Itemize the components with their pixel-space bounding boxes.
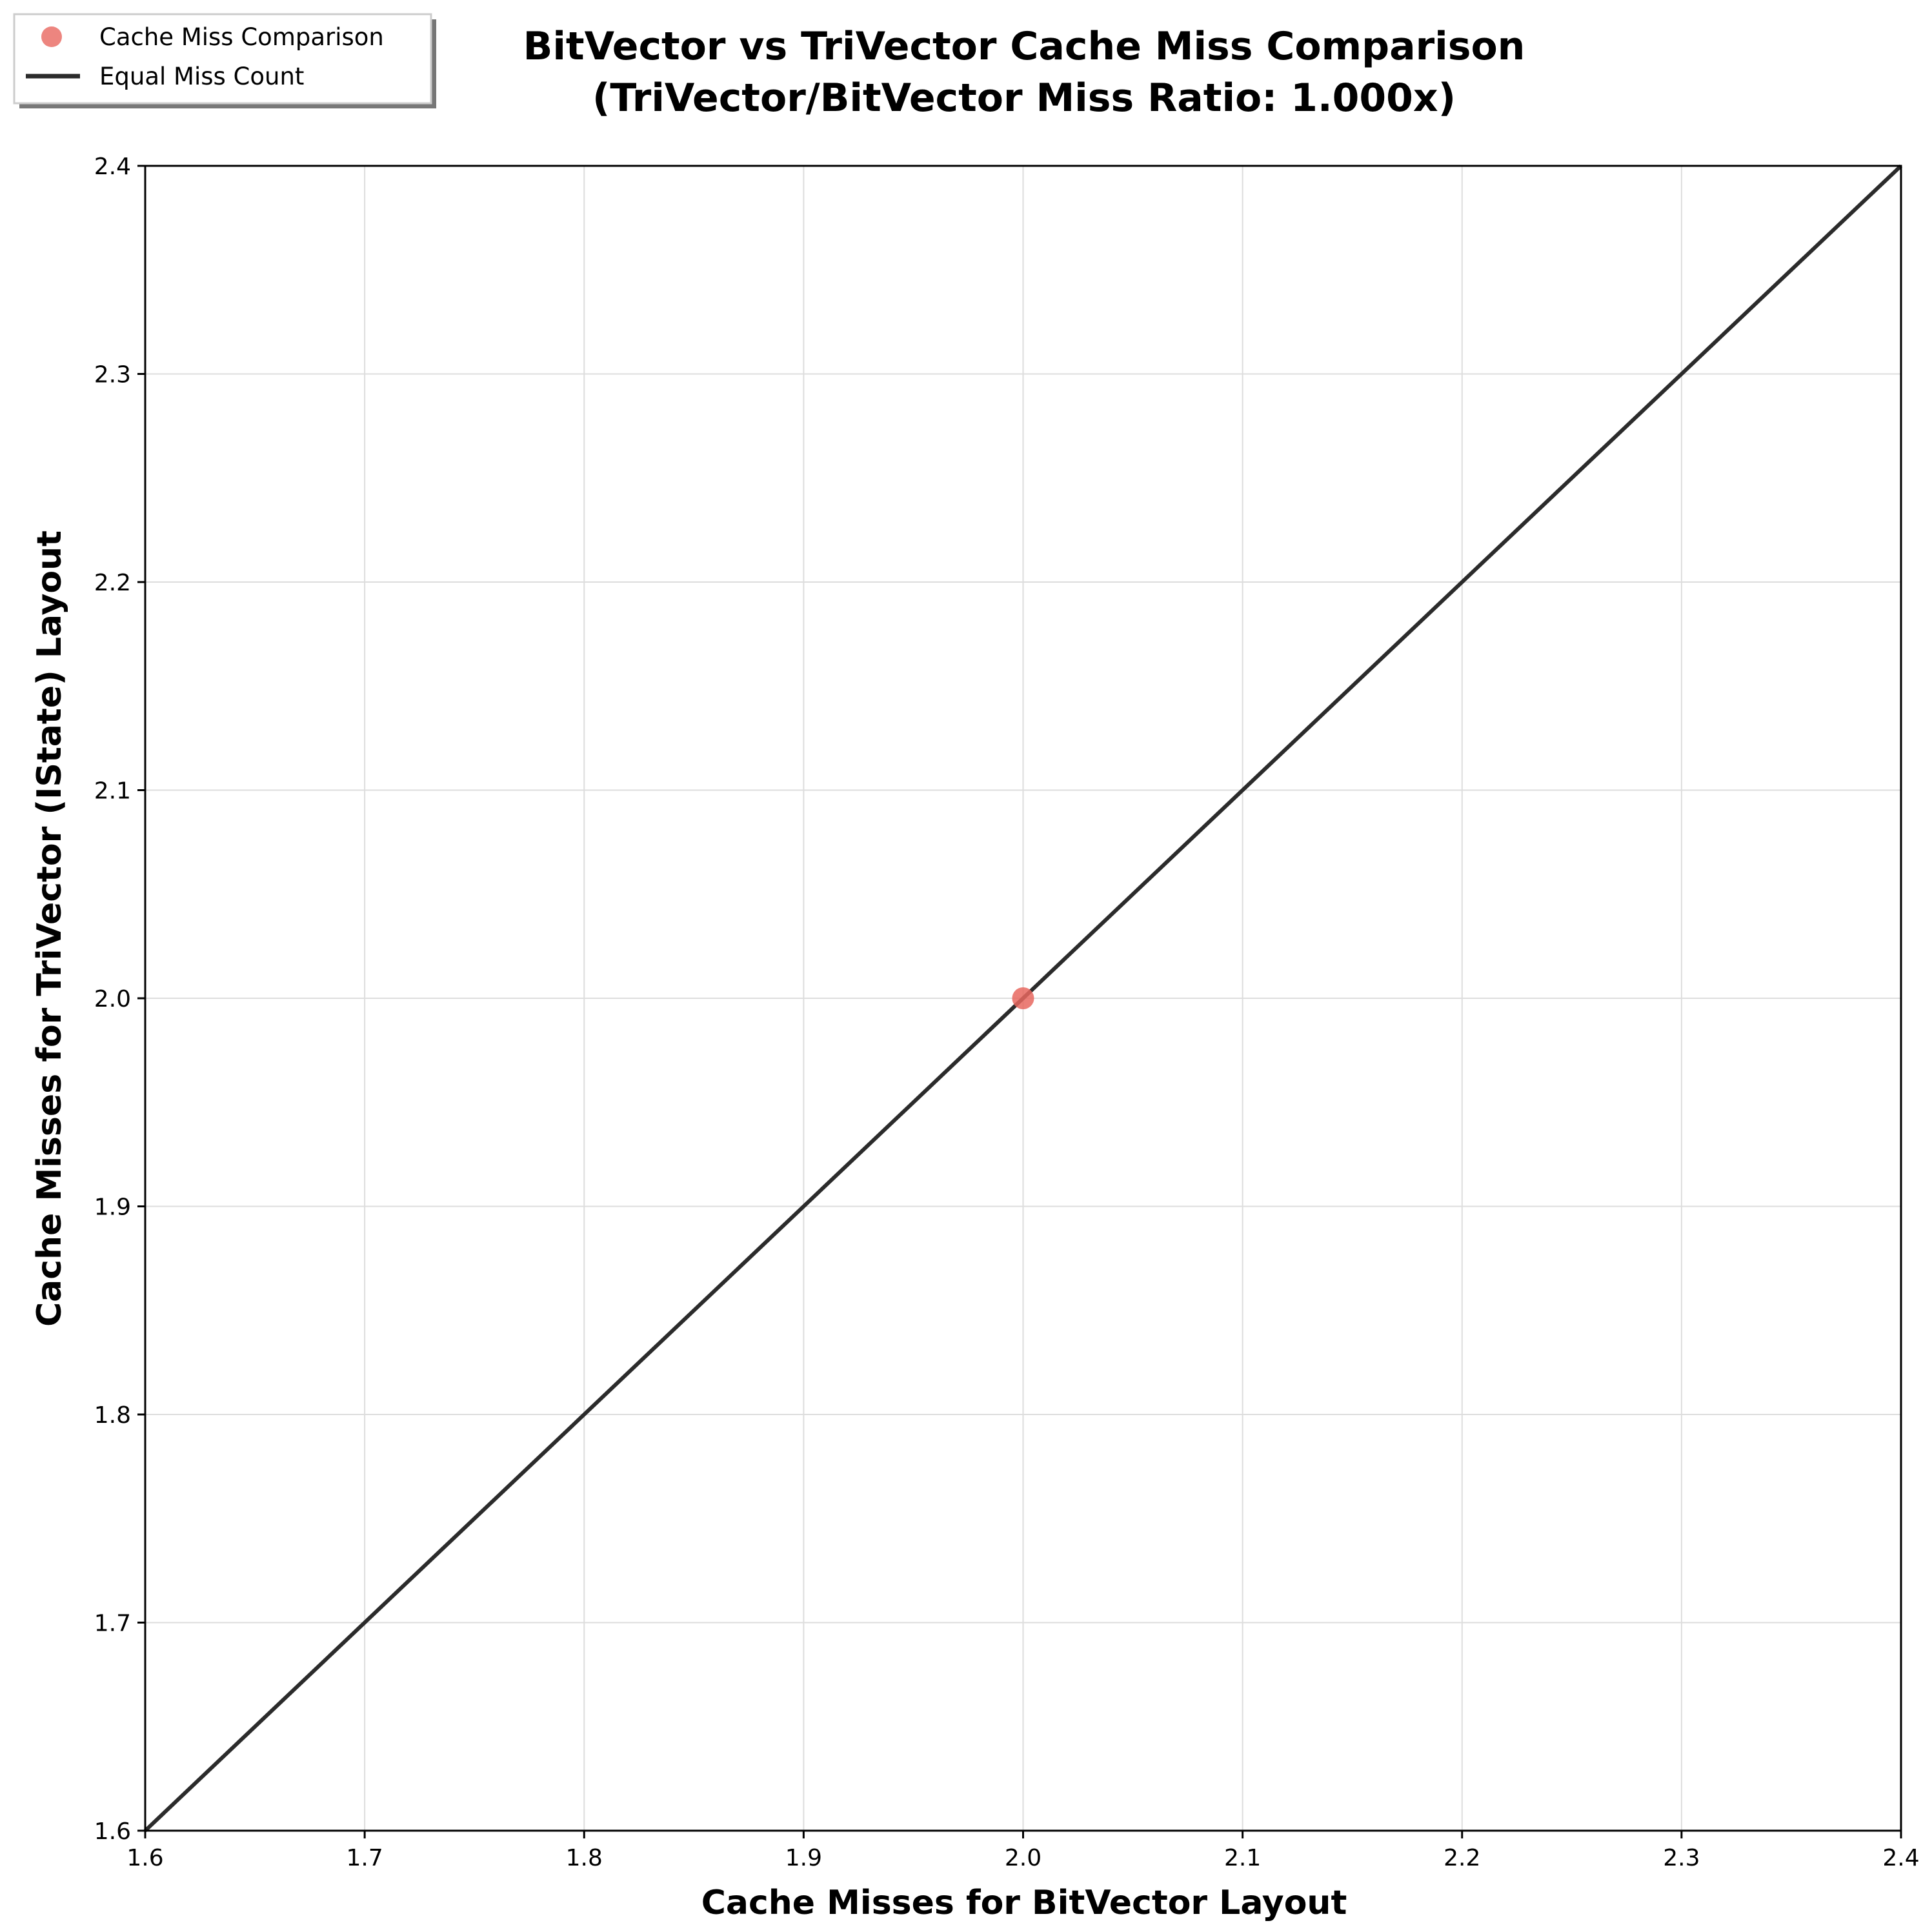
legend: Cache Miss Comparison Equal Miss Count [13,13,436,108]
y-axis-label: Cache Misses for TriVector (IState) Layo… [30,530,69,1327]
legend-label-equal-miss-count: Equal Miss Count [99,63,304,90]
x-tick-label: 2.1 [1224,1845,1261,1871]
y-tick-label: 1.6 [94,1818,131,1845]
x-tick-label: 1.9 [785,1845,822,1871]
x-tick-label: 2.2 [1444,1845,1480,1871]
chart-title: BitVector vs TriVector Cache Miss Compar… [523,24,1525,69]
x-tick-label: 2.0 [1005,1845,1041,1871]
legend-label-cache-miss-comparison: Cache Miss Comparison [99,23,384,51]
x-tick-label: 2.4 [1882,1845,1919,1871]
y-tick-label: 1.9 [94,1194,131,1221]
chart-subtitle: (TriVector/BitVector Miss Ratio: 1.000x) [592,75,1456,121]
x-tick-label: 1.6 [126,1845,163,1871]
x-tick-label: 1.8 [566,1845,603,1871]
x-tick-label: 2.3 [1663,1845,1700,1871]
y-tick-label: 2.4 [94,154,131,180]
y-tick-label: 1.8 [94,1402,131,1429]
plot-data [143,164,1903,1833]
y-tick-label: 2.3 [94,362,131,388]
x-axis-label: Cache Misses for BitVector Layout [701,1884,1347,1922]
y-tick-label: 2.1 [94,778,131,805]
y-tick-label: 2.2 [94,570,131,596]
x-tick-label: 1.7 [346,1845,383,1871]
axis-ticks: 1.6 1.7 1.8 1.9 2.0 2.1 2.2 2.3 2.4 1.6 1.7 1.8 1.9 2… [94,154,1920,1871]
y-tick-label: 2.0 [94,986,131,1012]
legend-box [13,13,432,105]
y-tick-label: 1.7 [94,1611,131,1637]
scatter-point [1012,987,1034,1009]
legend-scatter-marker [41,26,62,47]
